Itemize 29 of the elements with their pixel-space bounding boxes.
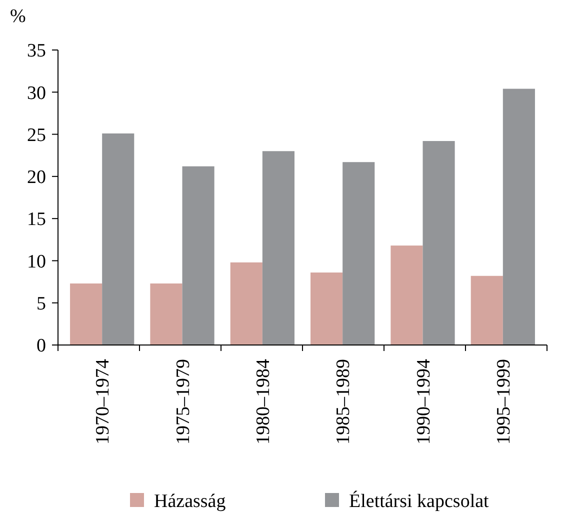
y-axis-title: % <box>10 6 26 27</box>
y-tick-label: 0 <box>36 336 46 357</box>
y-tick-label: 25 <box>27 124 46 146</box>
y-tick-label: 20 <box>27 167 46 188</box>
legend-label: Élettársi kapcsolat <box>349 490 490 512</box>
y-tick-label: 35 <box>27 40 46 62</box>
bar <box>102 133 134 345</box>
bar <box>502 88 535 345</box>
bar <box>390 246 423 345</box>
bar <box>182 166 214 345</box>
x-tick-label: 1980–1984 <box>253 358 274 444</box>
y-tick-label: 15 <box>27 209 46 230</box>
y-tick-label: 30 <box>27 82 46 104</box>
x-tick-label: 1975–1979 <box>172 359 194 444</box>
bar <box>230 262 262 345</box>
x-tick-label: 1995–1999 <box>494 359 515 444</box>
x-tick-label: 1990–1994 <box>413 358 434 444</box>
bar <box>310 272 343 345</box>
y-tick-label: 10 <box>27 251 46 272</box>
x-tick-label: 1985–1989 <box>333 359 354 444</box>
bar <box>150 283 182 345</box>
x-tick-label: 1970–1974 <box>92 358 114 444</box>
bar <box>70 283 102 345</box>
bar <box>422 141 455 345</box>
bar <box>342 162 375 345</box>
legend-label: Házasság <box>154 491 226 512</box>
bar <box>470 276 503 345</box>
bar <box>262 151 294 345</box>
y-tick-label: 5 <box>36 294 46 315</box>
